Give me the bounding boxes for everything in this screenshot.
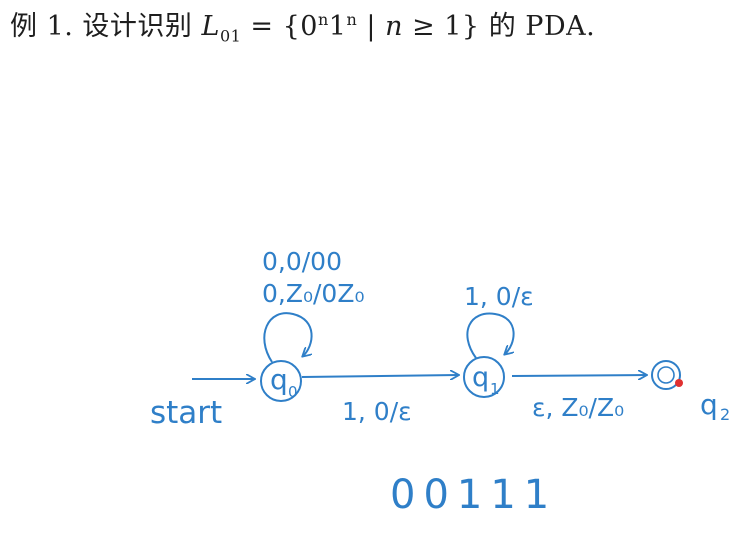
- state-q0-circle: [260, 360, 302, 402]
- loop-q0: [263, 312, 313, 363]
- state-q2-inner-circle: [657, 366, 675, 384]
- state-q2-outer-circle: [651, 360, 681, 390]
- language-symbol: L01: [201, 11, 242, 46]
- state-q1-label: q: [472, 362, 489, 393]
- page-title: 例 1. 设计识别 L01 = {0n1n | n ≥ 1} 的 PDA.: [10, 4, 595, 45]
- set-bar: |: [357, 11, 386, 42]
- edge-q0-q1-label: 1, 0/ε: [342, 397, 412, 426]
- condition-rest: ≥ 1}: [402, 11, 480, 42]
- loop-q0-label-1: 0,0/00: [262, 247, 342, 276]
- state-q2-subscript: 2: [720, 405, 730, 424]
- state-q1: q 1: [463, 356, 505, 398]
- state-q0-subscript: 0: [288, 383, 298, 401]
- title-suffix: 的 PDA.: [479, 11, 596, 42]
- start-label: start: [150, 395, 222, 431]
- edge-q1-q2-label: ε, Z₀/Z₀: [532, 393, 624, 422]
- state-q2-label: q: [700, 388, 718, 421]
- loop-q0-label-2: 0,Z₀/0Z₀: [262, 279, 364, 308]
- condition-var: n: [385, 11, 403, 42]
- state-q0: q 0: [260, 360, 302, 402]
- title-prefix: 例 1. 设计识别: [10, 11, 193, 42]
- state-q1-circle: [463, 356, 505, 398]
- edge-q1-q2: [511, 375, 646, 376]
- set-mid: 1: [328, 11, 347, 42]
- state-q0-label: q: [270, 363, 288, 396]
- pointer-dot: [675, 379, 683, 387]
- exponent-1: n: [317, 10, 329, 29]
- input-string: 00111: [390, 472, 557, 518]
- loop-q1: [466, 312, 515, 359]
- state-q2: q 2: [651, 360, 730, 424]
- state-q1-subscript: 1: [490, 380, 500, 398]
- edge-q0-q1: [301, 375, 458, 377]
- set-open: = {0: [241, 11, 318, 42]
- exponent-2: n: [346, 10, 358, 29]
- loop-q1-label: 1, 0/ε: [464, 282, 534, 311]
